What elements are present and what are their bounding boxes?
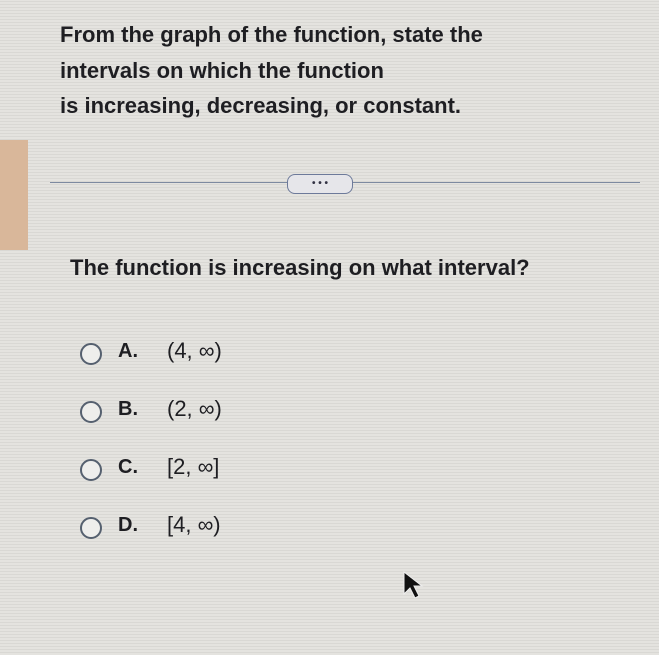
radio[interactable] — [80, 459, 102, 481]
option-letter: D. — [118, 514, 138, 536]
option-text: [2, ∞] — [167, 454, 220, 479]
radio[interactable] — [80, 401, 102, 423]
option-text: [4, ∞) — [167, 512, 221, 537]
option-text: (2, ∞) — [167, 396, 222, 421]
radio[interactable] — [80, 517, 102, 539]
option-text: (4, ∞) — [167, 338, 222, 363]
radio[interactable] — [80, 343, 102, 365]
side-strip — [0, 140, 28, 250]
option-letter: A. — [118, 340, 138, 362]
question: The function is increasing on what inter… — [70, 255, 530, 280]
header-line: intervals on which the function — [60, 58, 384, 83]
more-button[interactable]: • • • — [287, 174, 353, 194]
cursor — [403, 570, 424, 599]
option-letter: B. — [118, 398, 138, 420]
cursor-arrow — [403, 570, 424, 599]
option-letter: C. — [118, 456, 138, 478]
header-line: From the graph of the function, state th… — [60, 22, 483, 47]
header-line: is increasing, decreasing, or constant. — [60, 93, 462, 118]
